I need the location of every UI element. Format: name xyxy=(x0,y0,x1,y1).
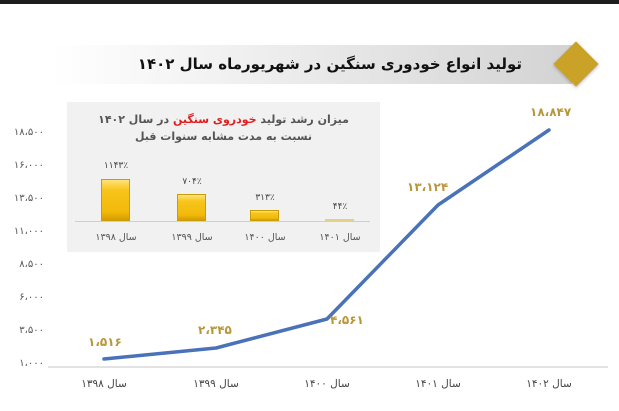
x-tick: سال ۱۳۹۹ xyxy=(193,378,239,390)
data-label: ۱،۵۱۶ xyxy=(88,335,122,349)
data-label: ۴،۵۶۱ xyxy=(330,313,364,327)
page-title: تولید انواع خودوری سنگین در شهریورماه سا… xyxy=(137,55,522,73)
x-tick: سال ۱۴۰۲ xyxy=(526,378,572,390)
inset-title: میزان رشد تولید خودروی سنگین در سال ۱۴۰۲… xyxy=(67,111,380,145)
bar-category: سال ۱۳۹۹ xyxy=(171,232,213,243)
bar-value-label: ۳۱۳٪ xyxy=(255,193,275,203)
x-tick: سال ۱۳۹۸ xyxy=(81,378,127,390)
production-line xyxy=(102,128,551,361)
y-tick: ۱۳،۵۰۰ xyxy=(13,193,44,204)
inset-baseline xyxy=(75,221,370,222)
x-tick: سال ۱۴۰۰ xyxy=(304,378,350,390)
bar-value-label: ۱۱۴۳٪ xyxy=(103,161,129,171)
y-tick: ۸،۵۰۰ xyxy=(19,259,44,270)
y-tick: ۱۸،۵۰۰ xyxy=(13,127,44,138)
data-label: ۱۳،۱۲۴ xyxy=(407,180,449,194)
y-tick: ۱۶،۰۰۰ xyxy=(13,160,44,171)
bar xyxy=(177,194,206,221)
data-label: ۱۸،۸۴۷ xyxy=(530,105,572,119)
y-tick: ۱۱،۰۰۰ xyxy=(13,226,44,237)
y-tick: ۱،۰۰۰ xyxy=(19,358,44,369)
x-tick: سال ۱۴۰۱ xyxy=(415,378,461,390)
bar xyxy=(250,210,279,221)
inset-subtitle: نسبت به مدت مشابه سنوات قبل xyxy=(134,130,313,143)
growth-inset-chart: میزان رشد تولید خودروی سنگین در سال ۱۴۰۲… xyxy=(67,102,380,252)
inset-title-text: در سال ۱۴۰۲ xyxy=(98,113,173,126)
bar-category: سال ۱۳۹۸ xyxy=(95,232,137,243)
bar-value-label: ۴۴٪ xyxy=(332,202,348,212)
top-dark-bar xyxy=(0,0,619,4)
inset-title-highlight: خودروی سنگین xyxy=(172,113,257,126)
bar xyxy=(325,219,354,221)
bar-category: سال ۱۴۰۱ xyxy=(319,232,361,243)
y-tick: ۳،۵۰۰ xyxy=(19,325,44,336)
bar-category: سال ۱۴۰۰ xyxy=(244,232,286,243)
y-tick: ۶،۰۰۰ xyxy=(19,292,44,303)
data-label: ۲،۳۴۵ xyxy=(198,323,232,337)
inset-title-text: میزان رشد تولید xyxy=(256,113,349,126)
bar xyxy=(101,179,130,221)
title-banner: تولید انواع خودوری سنگین در شهریورماه سا… xyxy=(52,45,572,84)
bar-value-label: ۷۰۴٪ xyxy=(182,177,202,187)
